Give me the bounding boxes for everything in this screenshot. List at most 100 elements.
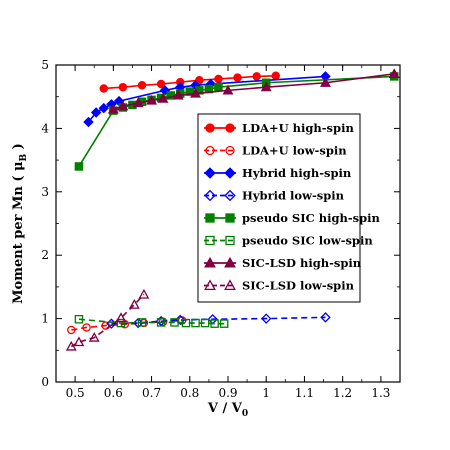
- legend-label: LDA+U high-spin: [242, 121, 354, 135]
- legend: LDA+U high-spin LDA+U low-spin Hybrid high…: [197, 113, 381, 303]
- data-point: [170, 318, 179, 327]
- y-tick-label: 5: [41, 58, 49, 72]
- legend-marker: [204, 167, 216, 179]
- x-tick-label: 0.9: [218, 386, 237, 400]
- legend-marker: [225, 123, 235, 133]
- data-point: [320, 77, 331, 87]
- data-point: [138, 288, 150, 299]
- legend-marker: [205, 235, 215, 246]
- legend-marker: [225, 213, 235, 223]
- data-point: [107, 103, 119, 114]
- legend-entry: SIC-LSD low-spin: [204, 279, 355, 293]
- data-point: [156, 79, 166, 89]
- data-point: [128, 298, 140, 309]
- x-tick-label: 0.6: [104, 386, 123, 400]
- x-tick-label: 1.1: [295, 386, 314, 400]
- data-point: [200, 318, 210, 328]
- data-point: [98, 102, 110, 114]
- data-point: [65, 340, 77, 351]
- axes: 0.5 0.6 0.7 0.8 0.9 1 1.1 1.2 1.3 0 1 2 3 4 5: [41, 58, 401, 400]
- legend-entry: pseudo SIC low-spin: [204, 234, 373, 248]
- x-tick-label: 0.5: [66, 386, 85, 400]
- series-line: [103, 74, 276, 90]
- data-point: [260, 81, 272, 92]
- series-hybrid-low-spin: [106, 312, 331, 329]
- x-tick-label: 1: [262, 386, 270, 400]
- legend-marker: [204, 279, 216, 290]
- data-point: [210, 319, 219, 328]
- data-point: [252, 72, 261, 81]
- series-line: [78, 318, 225, 325]
- legend-label: LDA+U low-spin: [242, 144, 347, 158]
- data-point: [260, 313, 272, 324]
- legend-entry: LDA+U high-spin: [204, 121, 354, 135]
- series-lda-u-low-spin: [67, 316, 187, 335]
- y-tick-label: 4: [41, 121, 49, 135]
- data-point: [222, 84, 234, 95]
- legend-entry: Hybrid high-spin: [204, 166, 352, 180]
- legend-marker: [204, 256, 216, 268]
- data-point: [90, 107, 102, 118]
- data-point: [214, 82, 223, 92]
- legend-marker: [224, 167, 236, 179]
- data-point: [115, 312, 127, 323]
- legend-entry: SIC-LSD high-spin: [204, 256, 362, 270]
- x-axis-label-main: V / V: [207, 401, 243, 416]
- series-sic-lsd-low-spin: [65, 288, 150, 351]
- y-axis-label-sub: B: [19, 153, 29, 161]
- data-point: [83, 116, 94, 128]
- legend-marker: [205, 213, 215, 223]
- data-point: [191, 318, 200, 328]
- x-tick-label: 1.3: [371, 386, 390, 400]
- legend-label: Hybrid high-spin: [242, 166, 352, 180]
- data-point: [233, 73, 242, 82]
- data-point: [320, 312, 331, 323]
- series-pseudo-sic-low-spin: [74, 314, 229, 328]
- data-point: [271, 71, 281, 81]
- data-point: [82, 323, 91, 332]
- series-line: [111, 316, 326, 325]
- data-point: [214, 74, 223, 84]
- x-tick-label: 1.2: [333, 386, 352, 400]
- y-axis-label-main: Moment per Mn ( μ: [11, 161, 26, 304]
- y-tick-label: 0: [41, 375, 49, 389]
- legend-marker: [225, 235, 235, 246]
- legend-marker: [224, 256, 236, 268]
- data-point: [74, 314, 84, 324]
- data-point: [195, 75, 204, 85]
- x-axis-label: V / V0: [207, 401, 248, 419]
- data-point: [118, 82, 128, 92]
- legend-marker: [204, 189, 216, 202]
- y-tick-label: 3: [41, 185, 49, 199]
- y-axis-label: Moment per Mn ( μB ): [11, 143, 29, 304]
- legend-marker: [224, 279, 236, 290]
- data-point: [137, 81, 147, 90]
- legend-label: Hybrid low-spin: [242, 189, 345, 203]
- data-point: [73, 336, 85, 347]
- data-point: [74, 162, 84, 171]
- series-layer: [65, 68, 400, 351]
- data-point: [157, 92, 169, 103]
- legend-marker: [205, 123, 215, 133]
- x-axis-label-sub: 0: [242, 409, 248, 419]
- data-point: [88, 331, 100, 342]
- legend-label: pseudo SIC high-spin: [242, 211, 381, 225]
- legend-marker: [224, 189, 236, 202]
- legend-entry: Hybrid low-spin: [204, 189, 345, 203]
- legend-marker: [205, 145, 215, 156]
- x-tick-label: 0.7: [142, 386, 161, 400]
- data-point: [132, 317, 144, 329]
- data-point: [166, 91, 175, 100]
- legend-label: SIC-LSD low-spin: [242, 279, 355, 293]
- legend-entry: pseudo SIC high-spin: [204, 211, 381, 225]
- data-point: [190, 87, 201, 98]
- data-point: [388, 68, 400, 78]
- y-axis-label-close: ): [11, 143, 26, 154]
- series-sic-lsd-high-spin: [107, 68, 400, 114]
- data-point: [181, 318, 191, 328]
- data-point: [67, 325, 76, 335]
- data-point: [185, 87, 195, 96]
- series-line: [87, 75, 326, 123]
- series-lda-u-high-spin: [99, 71, 281, 93]
